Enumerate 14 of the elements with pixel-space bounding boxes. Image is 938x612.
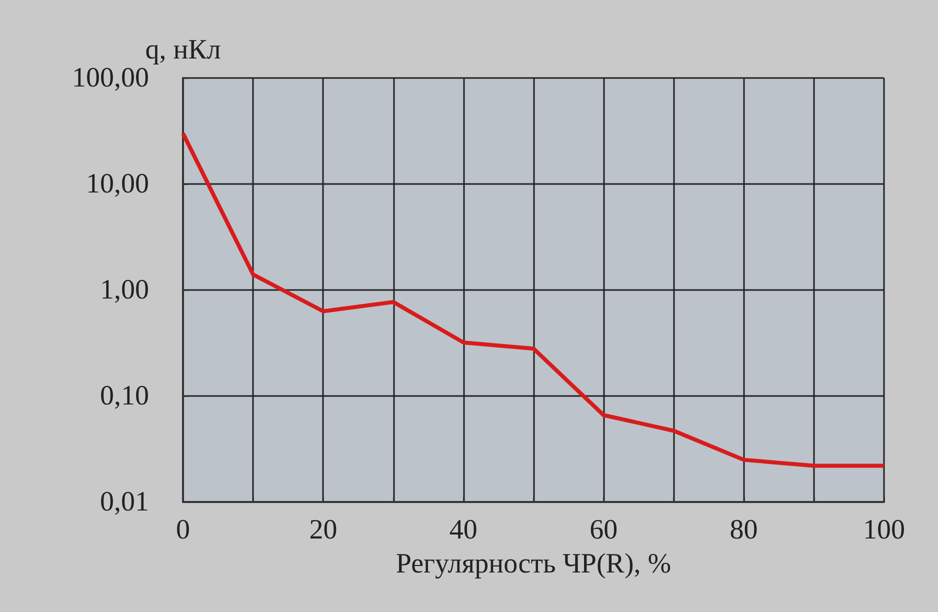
x-tick-label: 80 [730,514,758,546]
x-tick-label: 0 [176,514,190,546]
y-tick-label: 10,00 [86,168,149,200]
x-tick-label: 60 [590,514,618,546]
x-tick-label: 20 [309,514,338,546]
y-tick-label: 0,01 [100,486,149,518]
y-tick-label: 100,00 [72,62,149,94]
x-axis-title: Регулярность ЧР(R), % [396,548,672,580]
line-series [181,131,886,468]
y-tick-label: 0,10 [100,380,149,412]
y-axis-title: q, нКл [145,34,221,66]
x-tick-label: 40 [449,514,478,546]
x-tick-label: 100 [863,514,905,546]
y-tick-label: 1,00 [100,274,149,306]
